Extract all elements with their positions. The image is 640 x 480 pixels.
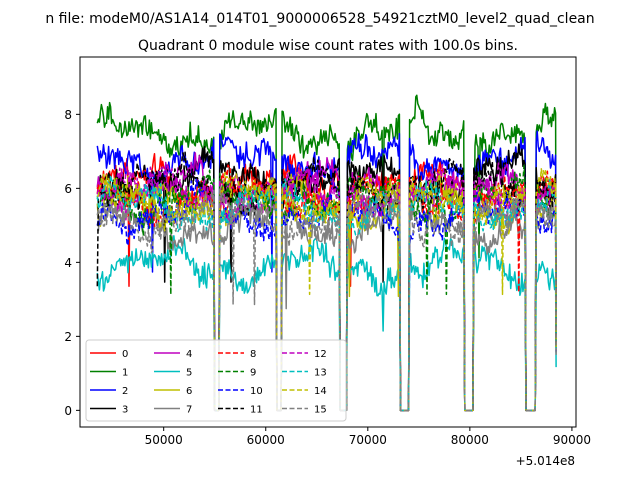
series-line-11 [96, 151, 557, 412]
series-line-12 [96, 159, 557, 412]
series-line-5 [96, 235, 557, 412]
legend-box [85, 339, 347, 422]
legend-label-8: 8 [250, 349, 256, 360]
legend-label-12: 12 [314, 349, 327, 360]
series-line-7 [96, 192, 557, 412]
series-layer [96, 94, 557, 412]
chart-title: Quadrant 0 module wise count rates with … [138, 38, 518, 54]
series-line-9 [96, 164, 557, 412]
legend-label-6: 6 [186, 386, 192, 397]
series-line-1 [96, 94, 557, 412]
legend-label-10: 10 [250, 386, 263, 397]
x-tick-label: 90000 [553, 433, 591, 447]
legend-label-15: 15 [314, 405, 327, 416]
y-tick-label: 6 [64, 182, 72, 196]
y-tick-label: 8 [64, 108, 72, 122]
axes-frame [79, 56, 577, 428]
legend-label-14: 14 [314, 386, 327, 397]
ticks-layer: 50000 60000 70000 80000 90000 0 2 4 6 8 [64, 108, 591, 447]
x-tick-label: 50000 [145, 433, 183, 447]
legend-label-4: 4 [186, 349, 192, 360]
x-tick-label: 70000 [349, 433, 387, 447]
x-tick-label: 80000 [451, 433, 489, 447]
x-offset-label: +5.014e8 [516, 454, 575, 468]
y-tick-label: 4 [64, 256, 72, 270]
x-tick-label: 60000 [247, 433, 285, 447]
legend-label-1: 1 [122, 368, 128, 379]
legend-label-5: 5 [186, 368, 192, 379]
figure-suptitle: n file: modeM0/AS1A14_014T01_9000006528_… [45, 11, 594, 27]
legend-label-2: 2 [122, 386, 128, 397]
legend-label-0: 0 [122, 349, 128, 360]
legend-label-7: 7 [186, 405, 192, 416]
y-tick-label: 0 [64, 404, 72, 418]
legend-label-9: 9 [250, 368, 256, 379]
series-line-15 [96, 188, 557, 412]
y-tick-label: 2 [64, 330, 72, 344]
legend-label-3: 3 [122, 405, 128, 416]
legend-label-13: 13 [314, 368, 327, 379]
legend-label-11: 11 [250, 405, 263, 416]
